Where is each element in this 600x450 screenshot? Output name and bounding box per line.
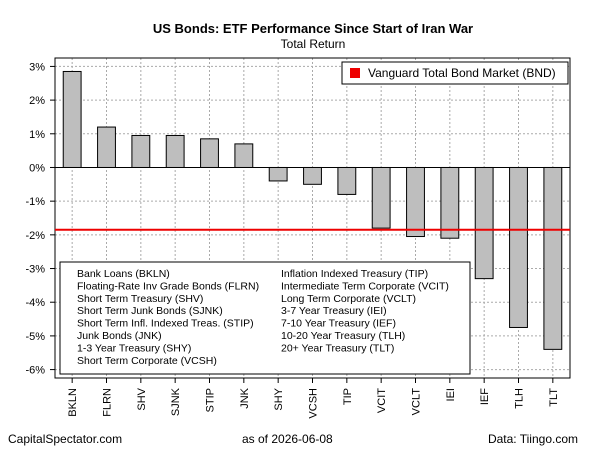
reference-legend: Vanguard Total Bond Market (BND): [341, 61, 569, 85]
names-legend-item: 10-20 Year Treasury (TLH): [281, 330, 405, 342]
names-legend-item: Bank Loans (BKLN): [77, 268, 170, 280]
xtick-label-bkln: BKLN: [67, 388, 79, 417]
bar-shv: [131, 134, 151, 168]
names-legend-box: [59, 261, 471, 375]
bar-vclt: [406, 166, 425, 238]
xtick-label-shv: SHV: [136, 387, 148, 410]
ytick-label: -4%: [25, 297, 45, 309]
footer-source-left: CapitalSpectator.com: [8, 432, 123, 446]
names-legend-item: Floating-Rate Inv Grade Bonds (FLRN): [77, 280, 259, 292]
xtick-label-vcit: VCIT: [376, 388, 388, 413]
bar-vcsh: [303, 166, 322, 185]
xtick-label-flrn: FLRN: [102, 388, 114, 417]
xtick-label-vclt: VCLT: [411, 388, 423, 416]
names-legend-item: Intermediate Term Corporate (VCIT): [281, 280, 449, 292]
footer-date: as of 2026-06-08: [242, 432, 333, 446]
bar-jnk: [234, 143, 254, 168]
xtick-label-ief: IEF: [479, 388, 491, 405]
names-legend-item: Short Term Treasury (SHV): [77, 293, 203, 305]
names-legend-item: 3-7 Year Treasury (IEI): [281, 305, 387, 317]
bar-bkln: [62, 70, 82, 168]
ytick-label: -5%: [25, 331, 45, 343]
bar-tip: [337, 166, 357, 195]
xtick-label-tip: TIP: [342, 388, 354, 405]
xtick-label-vcsh: VCSH: [308, 388, 320, 419]
bar-vcit: [371, 166, 391, 229]
names-legend-item: 20+ Year Treasury (TLT): [281, 342, 394, 354]
names-legend-item: Long Term Corporate (VCLT): [281, 293, 416, 305]
reference-legend-box: [341, 61, 569, 85]
xtick-label-shy: SHY: [273, 387, 285, 410]
xtick-label-iei: IEI: [445, 388, 457, 401]
bar-ief: [474, 166, 494, 280]
chart-title: US Bonds: ETF Performance Since Start of…: [153, 21, 473, 36]
xtick-label-tlh: TLH: [514, 388, 526, 409]
reference-legend-label: Vanguard Total Bond Market (BND): [368, 66, 556, 80]
names-legend-item: Short Term Corporate (VCSH): [77, 355, 217, 367]
bar-sjnk: [165, 134, 185, 168]
bar-tlt: [543, 166, 563, 350]
reference-legend-swatch: [350, 68, 360, 78]
plot-border: [54, 57, 571, 379]
bar-tlh: [509, 166, 528, 328]
footer-data-source: Data: Tiingo.com: [487, 432, 578, 446]
ytick-label: -2%: [25, 230, 45, 242]
bar-iei: [440, 166, 460, 239]
bar-chart: US Bonds: ETF Performance Since Start of…: [25, 21, 571, 419]
names-legend-item: Short Term Junk Bonds (SJNK): [77, 305, 223, 317]
axes-group: 3% 2% 1% 0% -1% -2% -3% -4% -5% -6% BKLN FLRN SHV SJN…: [25, 57, 571, 419]
bar-shy: [268, 166, 288, 182]
ytick-label: 1%: [29, 129, 45, 141]
xtick-label-sjnk: SJNK: [170, 387, 182, 416]
names-legend-item: Short Term Infl. Indexed Treas. (STIP): [77, 318, 254, 330]
xtick-label-stip: STIP: [205, 388, 217, 412]
ytick-label: -1%: [25, 196, 45, 208]
ytick-label: 0%: [29, 162, 45, 174]
names-legend: Bank Loans (BKLN)Floating-Rate Inv Grade…: [59, 261, 471, 375]
bar-flrn: [97, 126, 116, 168]
chart-subtitle: Total Return: [281, 37, 346, 51]
names-legend-item: 1-3 Year Treasury (SHY): [77, 342, 191, 354]
xtick-label-jnk: JNK: [239, 387, 251, 408]
ytick-label: 2%: [29, 95, 45, 107]
ytick-label: -6%: [25, 365, 45, 377]
bar-stip: [200, 138, 219, 168]
ytick-label: -3%: [25, 264, 45, 276]
names-legend-item: 7-10 Year Treasury (IEF): [281, 318, 396, 330]
names-legend-item: Inflation Indexed Treasury (TIP): [281, 268, 428, 280]
xtick-label-tlt: TLT: [548, 388, 560, 407]
ytick-label: 3%: [29, 61, 45, 73]
names-legend-item: Junk Bonds (JNK): [77, 330, 162, 342]
